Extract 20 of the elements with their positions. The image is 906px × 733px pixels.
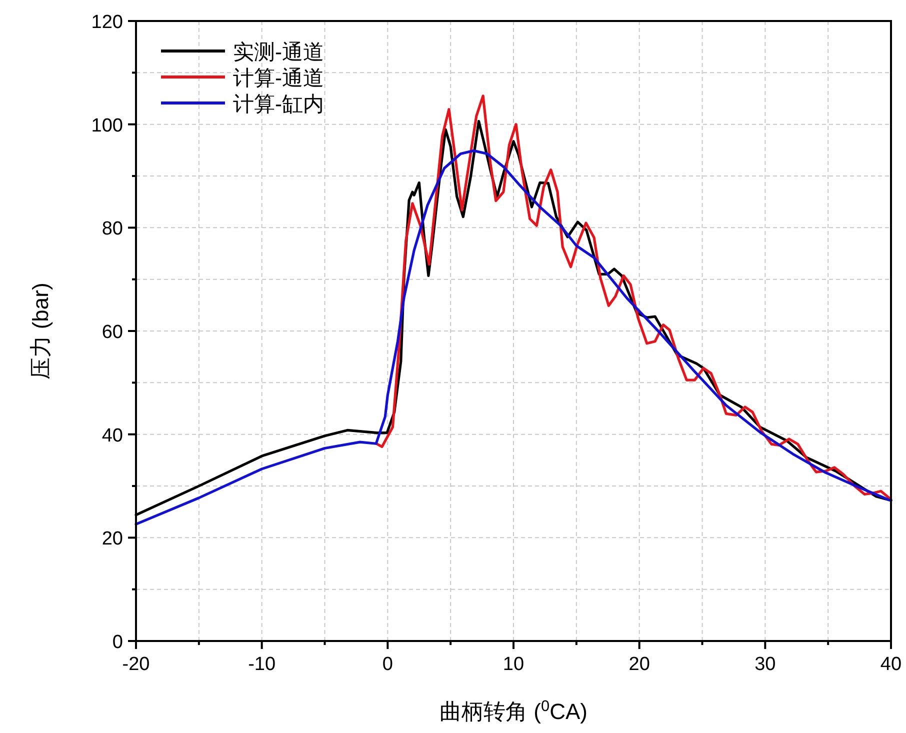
y-tick-label: 20 xyxy=(102,528,123,550)
y-tick-label: 0 xyxy=(112,632,123,653)
y-axis-title: 压力 (bar) xyxy=(28,282,53,380)
x-tick-label: 30 xyxy=(754,654,776,675)
legend-label: 计算-通道 xyxy=(233,67,324,90)
line-series xyxy=(375,94,892,502)
y-tick-label: 60 xyxy=(102,322,123,343)
x-tick-label: -20 xyxy=(122,654,150,675)
y-tick-label: 40 xyxy=(102,425,123,446)
y-tick-label: 120 xyxy=(91,12,123,33)
x-axis-title: 曲柄转角 ($^{0}$CA) xyxy=(440,698,588,724)
x-tick-label: 40 xyxy=(880,654,902,675)
x-tick-label: 0 xyxy=(382,654,393,675)
y-tick-label: 100 xyxy=(91,115,123,136)
legend-label: 实测-通道 xyxy=(233,41,324,64)
x-tick-label: 10 xyxy=(502,654,524,675)
legend-label: 计算-缸内 xyxy=(233,93,324,116)
x-tick-label: -10 xyxy=(248,654,276,675)
x-tick-label: 20 xyxy=(628,654,650,675)
y-tick-label: 80 xyxy=(102,218,123,240)
